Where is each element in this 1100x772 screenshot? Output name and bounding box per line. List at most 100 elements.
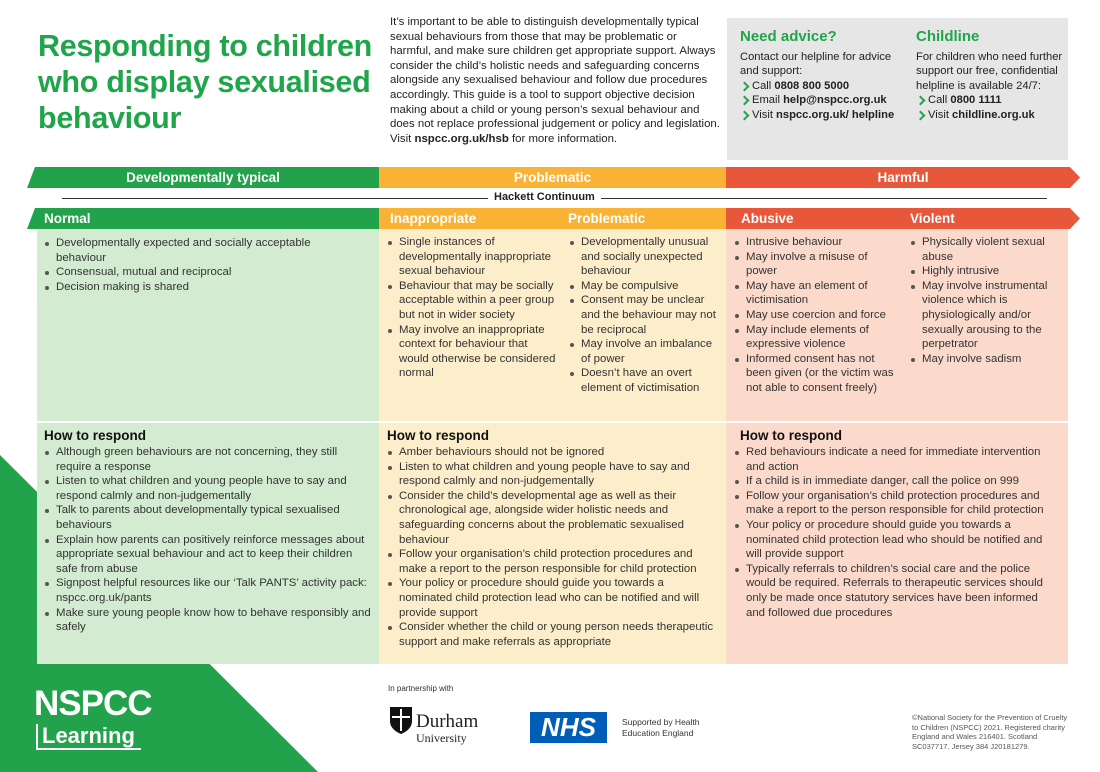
bullet-item: May have an element of victimisation [734,279,899,308]
bullet-item: May include elements of expressive viole… [734,323,899,352]
supported: Supported by Health Education England [622,717,700,738]
contact-value: childline.org.uk [952,108,1035,121]
crest-cross [392,709,410,731]
nhs-logo: NHS [530,712,607,743]
red-header: Abusive Violent [726,208,1080,229]
bullet-item: If a child is in immediate danger, call … [734,474,1060,489]
bullet-item: May be compulsive [569,279,721,294]
contact-item: Call 0808 800 5000 [740,79,900,94]
contact-value: nspcc.org.uk/ helpline [776,108,895,121]
logo: NSPCC [34,684,153,723]
bullet-item: Consensual, mutual and reciprocal [44,265,344,280]
contact-item: Visit nspcc.org.uk/ helpline [740,108,900,123]
problematic-list: Developmentally unusual and socially une… [569,235,721,396]
bullet-item: Single instances of developmentally inap… [387,235,559,279]
bullet-item: Explain how parents can positively reinf… [44,533,372,577]
bullet-item: Developmentally expected and socially ac… [44,236,344,265]
bullet-item: Informed consent has not been given (or … [734,352,899,396]
bullet-item: Highly intrusive [910,264,1060,279]
column-title: Normal [44,211,91,226]
continuum-label: Hackett Continuum [488,191,601,203]
bullet-item: May involve sadism [910,352,1060,367]
bullet-item: Intrusive behaviour [734,235,899,250]
childline-title: Childline [916,28,980,45]
contact-item: Visit childline.org.uk [916,108,1064,123]
contact-item: Call 0800 1111 [916,93,1064,108]
amber-header: Inappropriate Problematic [379,208,726,229]
normal-body: Developmentally expected and socially ac… [37,229,379,421]
respond-title: How to respond [740,428,842,443]
respond-list: Amber behaviours should not be ignored Li… [387,445,718,649]
bullet-item: Consider whether the child or young pers… [387,620,718,649]
bullet-item: May involve instrumental violence which … [910,279,1060,352]
bullet-item: Consent may be unclear and the behaviour… [569,293,721,337]
childline: Childline For children who need further … [916,28,1064,123]
contact-value: 0808 800 5000 [774,79,850,92]
childline-text: For children who need further support ou… [916,50,1063,92]
bullet-item: Listen to what children and young people… [44,474,372,503]
bullet-item: Your policy or procedure should guide yo… [387,576,718,620]
bullet-item: May involve a misuse of power [734,250,899,279]
band-label: Developmentally typical [126,170,280,185]
inappropriate-list: Single instances of developmentally inap… [387,235,559,381]
band-label: Harmful [877,170,929,185]
advice-title: Need advice? [740,28,837,45]
normal-list: Developmentally expected and socially ac… [44,236,344,294]
normal-header: Normal [27,208,379,229]
bullet-item: Physically violent sexual abuse [910,235,1060,264]
intro-link: nspcc.org.uk/hsb [414,132,509,145]
bullet-item: Although green behaviours are not concer… [44,445,372,474]
band-label: Problematic [513,170,592,185]
respond-red: How to respond Red behaviours indicate a … [726,423,1068,664]
bullet-item: Behaviour that may be socially acceptabl… [387,279,559,323]
bullet-item: May use coercion and force [734,308,899,323]
intro: It’s important to be able to distinguish… [390,15,720,146]
bullet-item: May involve an imbalance of power [569,337,721,366]
advice: Need advice? Contact our helpline for ad… [740,28,900,123]
band-amber: Problematic [379,167,726,188]
bullet-item: Doesn’t have an overt element of victimi… [569,366,721,395]
bullet-item: Listen to what children and young people… [387,460,718,489]
respond-amber: How to respond Amber behaviours should no… [379,423,726,664]
university: University [416,731,467,745]
bullet-item: Red behaviours indicate a need for immed… [734,445,1060,474]
bullet-item: Decision making is shared [44,280,344,295]
column-title: Problematic [568,211,646,226]
respond-list: Although green behaviours are not concer… [44,445,372,635]
contact-prefix: Visit [752,108,773,121]
bullet-item: Amber behaviours should not be ignored [387,445,718,460]
bullet-item: Consider the child’s developmental age a… [387,489,718,547]
logo-sub: Learning [36,724,141,750]
partnership: In partnership with [388,684,454,693]
intro-text: It’s important to be able to distinguish… [390,16,720,145]
durham: Durham [416,711,479,732]
intro-after: for more information. [511,132,618,145]
abusive-list: Intrusive behaviour May involve a misuse … [734,235,899,396]
column-title: Abusive [741,211,794,226]
logo-sub-text: Learning [42,723,135,748]
bullet-item: Signpost helpful resources like our ‘Tal… [44,576,372,605]
copyright: ©National Society for the Prevention of … [912,713,1068,751]
red-body: Intrusive behaviour May involve a misuse … [726,229,1068,421]
bullet-item: May involve an inappropriate context for… [387,323,559,381]
band-green: Developmentally typical [27,167,379,188]
title: Responding to children who display sexua… [38,29,372,135]
advice-list: Call 0808 800 5000 Email help@nspcc.org.u… [740,79,900,123]
bullet-item: Talk to parents about developmentally ty… [44,503,372,532]
respond-list: Red behaviours indicate a need for immed… [734,445,1060,620]
respond-title: How to respond [387,428,489,443]
bullet-item: Developmentally unusual and socially une… [569,235,721,279]
contact-prefix: Call [928,94,948,107]
contact-value: 0800 1111 [950,94,1002,107]
durham-crest [390,707,412,734]
contact-item: Email help@nspcc.org.uk [740,93,900,108]
contact-prefix: Call [752,79,772,92]
respond-green: How to respond Although green behaviours … [37,423,379,664]
respond-title: How to respond [44,428,146,443]
contact-prefix: Email [752,94,780,107]
contact-prefix: Visit [928,108,949,121]
column-title: Inappropriate [390,211,477,226]
bullet-item: Follow your organisation’s child protect… [734,489,1060,518]
band-red: Harmful [726,167,1080,188]
